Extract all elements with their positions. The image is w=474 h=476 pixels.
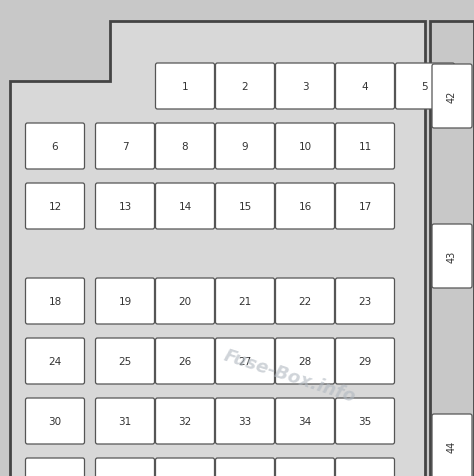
FancyBboxPatch shape [95,124,155,169]
Text: 15: 15 [238,201,252,211]
Text: 3: 3 [301,82,308,92]
FancyBboxPatch shape [216,338,274,384]
Text: 44: 44 [447,440,457,452]
FancyBboxPatch shape [26,458,84,476]
Text: 27: 27 [238,356,252,366]
FancyBboxPatch shape [26,278,84,324]
Text: 30: 30 [48,416,62,426]
Text: 14: 14 [178,201,191,211]
Text: 17: 17 [358,201,372,211]
FancyBboxPatch shape [95,278,155,324]
Text: 8: 8 [182,142,188,152]
FancyBboxPatch shape [155,64,215,110]
FancyBboxPatch shape [275,184,335,229]
Text: 21: 21 [238,297,252,307]
FancyBboxPatch shape [216,458,274,476]
Text: 33: 33 [238,416,252,426]
FancyBboxPatch shape [432,414,472,476]
FancyBboxPatch shape [336,184,394,229]
FancyBboxPatch shape [216,398,274,444]
FancyBboxPatch shape [432,65,472,129]
FancyBboxPatch shape [336,278,394,324]
Text: 6: 6 [52,142,58,152]
Polygon shape [430,22,474,476]
Text: 26: 26 [178,356,191,366]
FancyBboxPatch shape [95,338,155,384]
FancyBboxPatch shape [26,184,84,229]
Text: 43: 43 [447,250,457,263]
FancyBboxPatch shape [275,64,335,110]
FancyBboxPatch shape [395,64,455,110]
Text: 22: 22 [298,297,311,307]
Text: 34: 34 [298,416,311,426]
Polygon shape [10,22,425,476]
Text: 23: 23 [358,297,372,307]
Text: 35: 35 [358,416,372,426]
Text: 19: 19 [118,297,132,307]
FancyBboxPatch shape [95,458,155,476]
Text: 25: 25 [118,356,132,366]
FancyBboxPatch shape [275,124,335,169]
Text: 9: 9 [242,142,248,152]
FancyBboxPatch shape [155,458,215,476]
Text: 11: 11 [358,142,372,152]
Text: 29: 29 [358,356,372,366]
Text: 32: 32 [178,416,191,426]
FancyBboxPatch shape [155,184,215,229]
Text: 42: 42 [447,90,457,103]
FancyBboxPatch shape [26,124,84,169]
FancyBboxPatch shape [336,124,394,169]
FancyBboxPatch shape [95,398,155,444]
FancyBboxPatch shape [336,398,394,444]
FancyBboxPatch shape [275,338,335,384]
Text: 24: 24 [48,356,62,366]
FancyBboxPatch shape [155,398,215,444]
FancyBboxPatch shape [336,338,394,384]
FancyBboxPatch shape [26,338,84,384]
Text: 2: 2 [242,82,248,92]
Text: 16: 16 [298,201,311,211]
Text: 5: 5 [422,82,428,92]
FancyBboxPatch shape [336,64,394,110]
Text: 12: 12 [48,201,62,211]
FancyBboxPatch shape [432,225,472,288]
FancyBboxPatch shape [216,278,274,324]
FancyBboxPatch shape [26,398,84,444]
FancyBboxPatch shape [155,338,215,384]
FancyBboxPatch shape [216,124,274,169]
Text: 31: 31 [118,416,132,426]
FancyBboxPatch shape [95,184,155,229]
FancyBboxPatch shape [275,398,335,444]
FancyBboxPatch shape [275,278,335,324]
Text: 18: 18 [48,297,62,307]
FancyBboxPatch shape [275,458,335,476]
Text: 10: 10 [299,142,311,152]
FancyBboxPatch shape [336,458,394,476]
FancyBboxPatch shape [155,278,215,324]
Text: 7: 7 [122,142,128,152]
Text: Fuse-Box.info: Fuse-Box.info [222,347,358,406]
Text: 1: 1 [182,82,188,92]
FancyBboxPatch shape [155,124,215,169]
Text: 4: 4 [362,82,368,92]
Text: 20: 20 [178,297,191,307]
FancyBboxPatch shape [216,184,274,229]
FancyBboxPatch shape [216,64,274,110]
Text: 13: 13 [118,201,132,211]
Text: 28: 28 [298,356,311,366]
